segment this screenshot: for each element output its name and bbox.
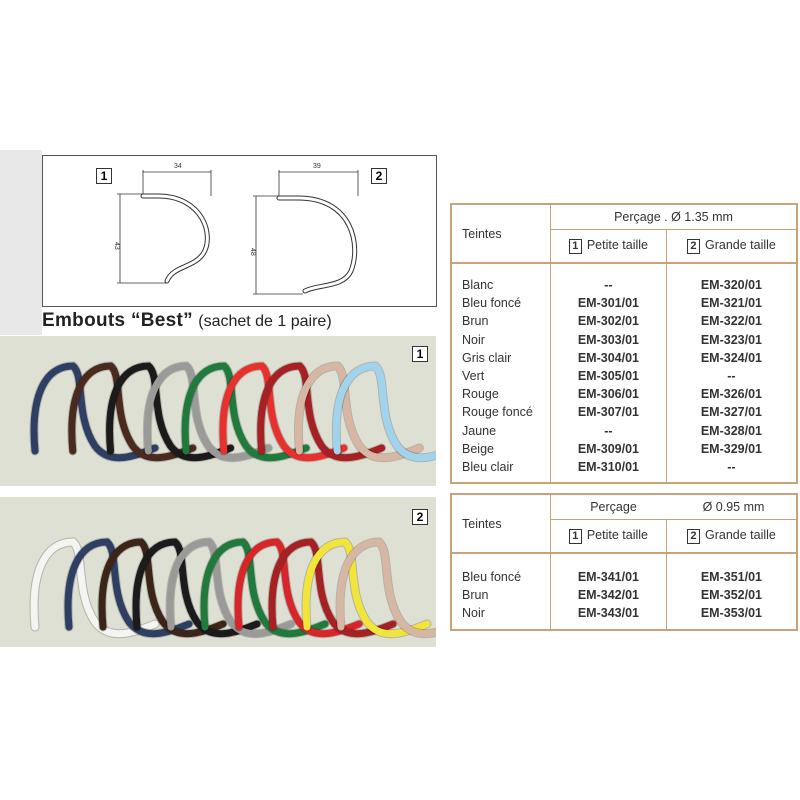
part-code: EM-303/01 — [550, 330, 667, 349]
hook-9 — [336, 538, 465, 638]
photo-1-badge: 1 — [412, 346, 428, 362]
photo-2-badge: 2 — [412, 509, 428, 525]
part-code: EM-301/01 — [550, 294, 667, 313]
color-name: Gris clair — [462, 350, 512, 365]
hook-8 — [332, 362, 461, 462]
color-name: Bleu clair — [462, 459, 514, 474]
table-row: Brun EM-302/01 EM-322/01 — [451, 312, 797, 331]
color-name: Vert — [462, 369, 485, 384]
col-petite: Petite taille — [586, 528, 648, 542]
table-row: Bleu clair EM-310/01 -- — [451, 457, 797, 484]
hook-3 — [132, 538, 261, 638]
part-code: EM-324/01 — [665, 348, 797, 367]
hook-photo-1 — [29, 361, 462, 463]
color-name: Brun — [462, 314, 489, 329]
part-code: EM-323/01 — [665, 330, 797, 349]
table-row: Blanc -- EM-320/01 — [451, 263, 797, 295]
part-code: EM-353/01 — [665, 604, 797, 630]
part-code: EM-341/01 — [550, 553, 667, 587]
table-row: Brun EM-342/01 EM-352/01 — [451, 586, 797, 605]
table-1-35mm: Teintes Perçage . Ø 1.35 mm 1 Petite taill… — [450, 203, 798, 485]
color-name: Noir — [462, 332, 485, 347]
hook-photo-2 — [29, 537, 466, 639]
color-name: Brun — [462, 588, 489, 603]
part-code: -- — [665, 366, 797, 386]
large-height-label: 48 — [249, 248, 256, 256]
part-code: EM-304/01 — [550, 348, 667, 367]
part-code: EM-320/01 — [665, 263, 797, 295]
small-height-label: 43 — [113, 242, 120, 250]
part-code: EM-321/01 — [665, 294, 797, 313]
table-row: Noir EM-343/01 EM-353/01 — [451, 604, 797, 630]
color-name: Jaune — [462, 423, 497, 438]
part-code: EM-302/01 — [550, 312, 667, 331]
table-row: Rouge foncé EM-307/01 EM-327/01 — [451, 403, 797, 422]
large-width-label: 39 — [313, 163, 321, 170]
table-0-95mm: Teintes Perçage Ø 0.95 mm 1 Petite taille 2 G… — [450, 493, 798, 631]
small-width-label: 34 — [174, 163, 182, 170]
teintes-header: Teintes — [451, 204, 551, 264]
background-strip — [0, 150, 42, 335]
hook-6 — [234, 538, 363, 638]
dimension-diagram: 1 2 34 39 43 48 — [42, 155, 437, 307]
hook-0 — [30, 538, 159, 638]
hook-1 — [64, 538, 193, 638]
table-row: Noir EM-303/01 EM-323/01 — [451, 330, 797, 349]
hook-7 — [268, 538, 397, 638]
product-title: Embouts “Best” (sachet de 1 paire) — [42, 310, 332, 331]
color-name: Rouge foncé — [462, 405, 533, 420]
color-name: Bleu foncé — [462, 296, 522, 311]
part-code: EM-329/01 — [665, 439, 797, 458]
color-name: Beige — [462, 441, 494, 456]
part-code: EM-343/01 — [550, 604, 667, 630]
table-row: Beige EM-309/01 EM-329/01 — [451, 439, 797, 458]
color-name: Bleu foncé — [462, 570, 522, 585]
part-code: EM-306/01 — [550, 385, 667, 404]
diameter-header: Ø 0.95 mm — [702, 500, 765, 514]
hook-8 — [302, 538, 431, 638]
photo-size-1: 1 — [0, 336, 462, 486]
col-grande: Grande taille — [704, 528, 776, 542]
part-code: EM-327/01 — [665, 403, 797, 422]
part-code: EM-307/01 — [550, 403, 667, 422]
teintes-header: Teintes — [451, 494, 551, 554]
part-code: EM-305/01 — [550, 366, 667, 386]
part-code: EM-310/01 — [550, 457, 667, 484]
size-2-badge: 2 — [371, 168, 387, 184]
part-code: EM-342/01 — [550, 586, 667, 605]
color-name: Blanc — [462, 278, 494, 293]
table-row: Bleu foncé EM-341/01 EM-351/01 — [451, 553, 797, 587]
part-code: EM-326/01 — [665, 385, 797, 404]
size-1-badge: 1 — [96, 168, 112, 184]
part-code: -- — [550, 263, 667, 295]
hook-2 — [98, 538, 227, 638]
table-row: Jaune -- EM-328/01 — [451, 421, 797, 440]
table-row: Vert EM-305/01 -- — [451, 366, 797, 386]
photo-size-2: 2 — [0, 497, 466, 647]
part-code: EM-309/01 — [550, 439, 667, 458]
part-code: -- — [550, 421, 667, 440]
part-code: EM-351/01 — [665, 553, 797, 587]
hook-4 — [166, 538, 295, 638]
color-name: Rouge — [462, 387, 499, 402]
table-row: Rouge EM-306/01 EM-326/01 — [451, 385, 797, 404]
table-row: Bleu foncé EM-301/01 EM-321/01 — [451, 294, 797, 313]
part-code: EM-328/01 — [665, 421, 797, 440]
part-code: -- — [665, 457, 797, 484]
col-petite: Petite taille — [586, 238, 648, 252]
percage-header: Perçage . Ø 1.35 mm — [550, 204, 797, 230]
table-row: Gris clair EM-304/01 EM-324/01 — [451, 348, 797, 367]
hook-drawings: 34 39 43 48 — [113, 163, 359, 295]
percage-header: Perçage — [590, 500, 637, 514]
hook-5 — [200, 538, 329, 638]
col-grande: Grande taille — [704, 238, 776, 252]
part-code: EM-322/01 — [665, 312, 797, 331]
color-name: Noir — [462, 606, 485, 621]
part-code: EM-352/01 — [665, 586, 797, 605]
